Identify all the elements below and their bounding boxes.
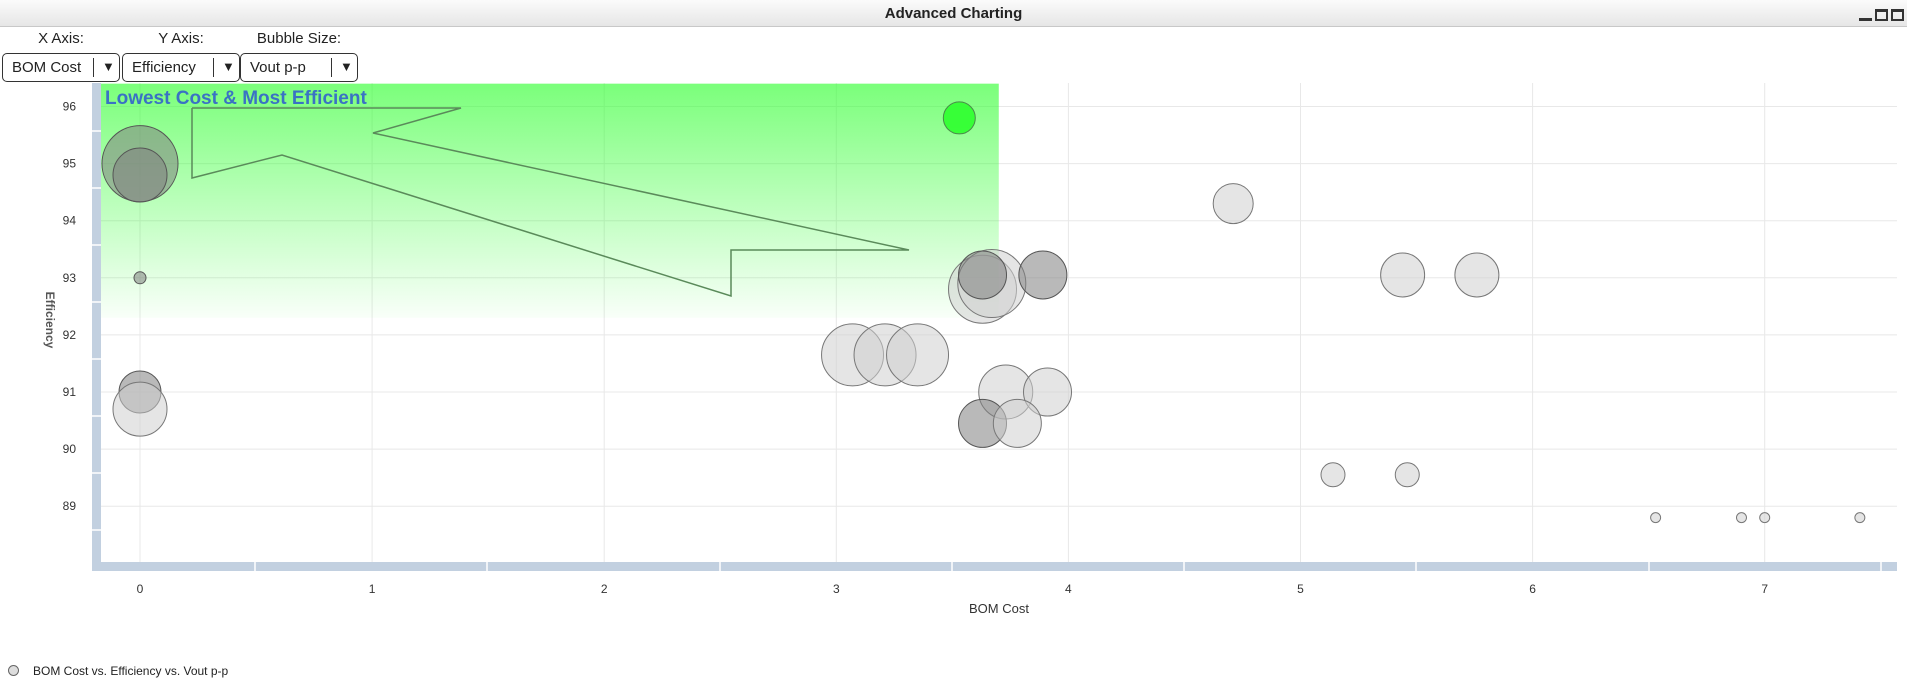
y-axis-select[interactable]: Efficiency ▼ xyxy=(122,53,240,82)
select-divider xyxy=(93,58,94,77)
bubble-point[interactable] xyxy=(1735,512,1747,524)
region-fill xyxy=(100,83,999,318)
restore-icon[interactable] xyxy=(1891,9,1904,21)
bubble-point[interactable] xyxy=(133,271,147,285)
bubble-point[interactable] xyxy=(1320,462,1346,488)
y-tick-label: 91 xyxy=(63,385,77,399)
select-divider xyxy=(213,58,214,77)
window-titlebar: Advanced Charting xyxy=(0,0,1907,27)
y-tick-label: 92 xyxy=(63,328,77,342)
x-axis-select-value: BOM Cost xyxy=(12,59,82,76)
bubble-size-select-value: Vout p-p xyxy=(250,59,306,76)
chart-axes xyxy=(92,83,1897,571)
bubble-point[interactable] xyxy=(886,323,950,387)
chevron-down-icon[interactable]: ▼ xyxy=(222,59,235,74)
minimize-icon[interactable] xyxy=(1859,9,1872,21)
x-axis-select[interactable]: BOM Cost ▼ xyxy=(2,53,120,82)
bubble-point[interactable] xyxy=(1854,512,1866,524)
annotation-arrow xyxy=(191,107,910,298)
region-label: Lowest Cost & Most Efficient xyxy=(105,88,367,109)
data-points xyxy=(101,101,1866,524)
y-tick-label: 93 xyxy=(63,271,77,285)
bubble-point[interactable] xyxy=(992,398,1042,448)
x-tick-label: 6 xyxy=(1529,582,1536,596)
x-tick-label: 0 xyxy=(137,582,144,596)
x-tick-label: 7 xyxy=(1761,582,1768,596)
x-axis-title: BOM Cost xyxy=(969,601,1029,616)
legend-swatch-icon xyxy=(8,665,19,676)
window-title: Advanced Charting xyxy=(884,5,1023,22)
x-axis-bar xyxy=(92,562,1897,571)
bubble-point[interactable] xyxy=(1380,252,1426,298)
bubble-point[interactable] xyxy=(1212,183,1254,225)
bubble-point[interactable] xyxy=(1759,512,1771,524)
bubble-point[interactable] xyxy=(1650,512,1662,524)
highlight-region: Lowest Cost & Most Efficient xyxy=(100,83,999,318)
x-tick-label: 4 xyxy=(1065,582,1072,596)
y-axis-bar xyxy=(92,83,101,565)
select-divider xyxy=(331,58,332,77)
arrow-outline xyxy=(191,107,910,298)
window-controls xyxy=(1859,9,1904,21)
bubble-point[interactable] xyxy=(942,101,976,135)
y-axis-title: Efficiency xyxy=(43,292,57,349)
x-tick-label: 1 xyxy=(369,582,376,596)
bubble-point[interactable] xyxy=(112,381,168,437)
x-tick-label: 5 xyxy=(1297,582,1304,596)
bubble-point[interactable] xyxy=(1394,462,1420,488)
bubble-size-label: Bubble Size: xyxy=(256,30,342,47)
bubble-point[interactable] xyxy=(1454,252,1500,298)
x-tick-label: 2 xyxy=(601,582,608,596)
axis-labels: 0 1 2 3 4 5 6 7 89 90 91 92 93 94 95 96 BOM Cost Efficien… xyxy=(43,100,1768,617)
legend-label[interactable]: BOM Cost vs. Efficiency vs. Vout p-p xyxy=(33,664,229,678)
x-axis-label: X Axis: xyxy=(38,30,84,47)
y-axis-label: Y Axis: xyxy=(158,30,204,47)
bubble-point[interactable] xyxy=(1018,250,1068,300)
y-tick-label: 90 xyxy=(63,442,77,456)
y-axis-select-value: Efficiency xyxy=(132,59,196,76)
bubble-point[interactable] xyxy=(1023,367,1073,417)
y-tick-label: 95 xyxy=(63,157,77,171)
maximize-icon[interactable] xyxy=(1875,9,1888,21)
bubble-size-select[interactable]: Vout p-p ▼ xyxy=(240,53,358,82)
x-tick-label: 3 xyxy=(833,582,840,596)
y-tick-label: 89 xyxy=(63,499,77,513)
chevron-down-icon[interactable]: ▼ xyxy=(340,59,353,74)
bubble-point[interactable] xyxy=(958,250,1008,300)
chevron-down-icon[interactable]: ▼ xyxy=(102,59,115,74)
y-tick-label: 96 xyxy=(63,100,77,114)
bubble-point[interactable] xyxy=(112,147,168,203)
y-tick-label: 94 xyxy=(63,214,77,228)
